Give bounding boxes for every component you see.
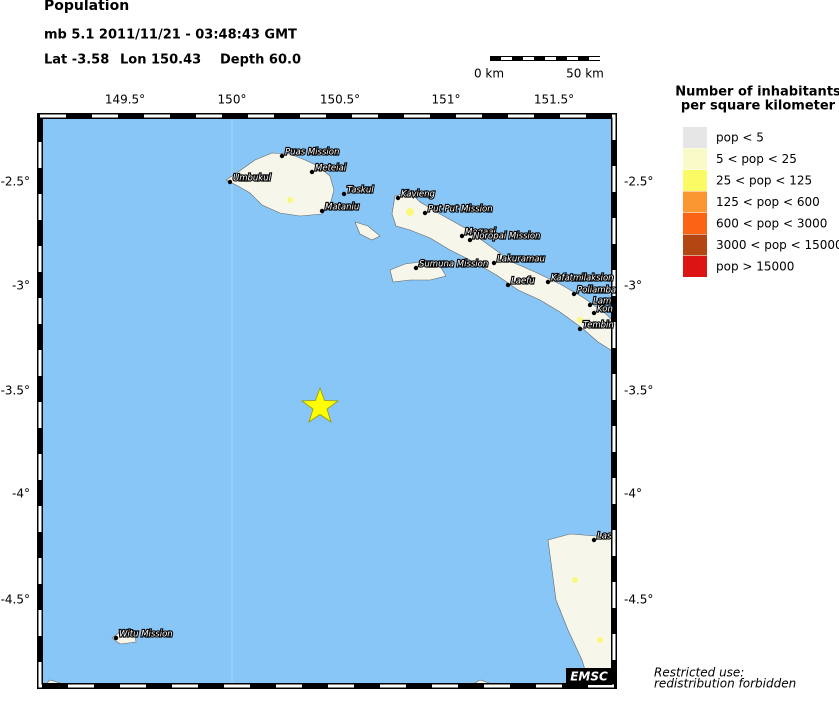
town-label: Put Put Mission <box>428 205 493 215</box>
town-marker <box>491 260 497 266</box>
town-label: Lakuramau <box>497 255 545 265</box>
lon-tick-label: 150° <box>218 93 247 107</box>
legend-swatch <box>683 127 707 148</box>
legend-label: 5 < pop < 25 <box>716 152 797 166</box>
lat-tick-label: -4.5° <box>1 593 30 607</box>
title: Population <box>44 0 129 14</box>
legend-swatch <box>683 234 707 256</box>
lat-tick-label: -2.5° <box>1 175 30 189</box>
legend-swatch <box>683 191 707 213</box>
town-marker <box>319 208 325 214</box>
lon-tick-label: 150.5° <box>320 93 360 107</box>
notice: redistribution forbidden <box>654 677 796 691</box>
scale-bar <box>490 56 600 61</box>
town-marker <box>227 179 233 185</box>
town-label: Puas Mission <box>285 148 339 158</box>
town-marker <box>577 326 583 332</box>
legend-label: 3000 < pop < 15000 <box>716 238 839 252</box>
town-label: Taskul <box>347 186 374 196</box>
lat-tick-label: -4° <box>12 487 30 501</box>
town-label: Las <box>597 532 612 542</box>
town-label: Umbukul <box>233 174 272 184</box>
town-label: Witu Mission <box>119 630 173 640</box>
town-marker <box>413 265 419 271</box>
town-label: Laefu <box>511 277 535 287</box>
lat: Lat -3.58 <box>44 53 109 68</box>
town-label: Tembin <box>583 321 614 331</box>
legend-title: Number of inhabitants <box>675 85 839 100</box>
legend-label: pop > 15000 <box>716 260 794 274</box>
lat-tick-label: -3° <box>624 279 642 293</box>
credit: EMSC <box>570 670 608 684</box>
town-label: Mataniu <box>325 203 359 213</box>
lat-tick-label: -2.5° <box>624 175 653 189</box>
land <box>43 152 615 687</box>
town-marker <box>591 537 597 543</box>
town-marker <box>341 191 347 197</box>
lat-tick-label: -3.5° <box>624 384 653 398</box>
lon-tick-label: 151.5° <box>534 93 574 107</box>
scale-end: 50 km <box>566 67 604 81</box>
town-label: Kon <box>597 305 613 315</box>
town-label: Poliamba <box>577 286 616 296</box>
town-label: Lam <box>593 297 611 307</box>
town-marker <box>422 210 428 216</box>
lon-tick-label: 151° <box>432 93 461 107</box>
town-marker <box>113 635 119 641</box>
lon: Lon 150.43 <box>120 53 201 68</box>
depth: Depth 60.0 <box>220 53 301 68</box>
town-marker <box>505 282 511 288</box>
scale-start: 0 km <box>474 67 504 81</box>
legend-label: 125 < pop < 600 <box>716 195 820 209</box>
lat-tick-label: -4° <box>624 487 642 501</box>
lat-tick-label: -4.5° <box>624 593 653 607</box>
town-marker <box>279 153 285 159</box>
town-marker <box>571 291 577 297</box>
town-label: Kavieng <box>401 190 435 200</box>
legend-label: pop < 5 <box>716 131 764 145</box>
legend-swatch <box>683 256 707 277</box>
epicenter <box>300 386 340 423</box>
legend-label: 25 < pop < 125 <box>716 174 812 188</box>
town-marker <box>591 310 597 316</box>
town-label: Sumuna Mission <box>419 260 488 270</box>
town-marker <box>459 233 465 239</box>
event-info: mb 5.1 2011/11/21 - 03:48:43 GMT <box>44 28 297 43</box>
town-label: Noropai Mission <box>473 232 540 242</box>
lat-tick-label: -3° <box>12 279 30 293</box>
town-marker <box>309 169 315 175</box>
notice: Restricted use: <box>654 666 744 680</box>
legend-title: per square kilometer <box>681 99 836 114</box>
town-label: Kafatmilaksion <box>551 274 614 284</box>
lon-tick-label: 149.5° <box>105 93 145 107</box>
town-marker <box>395 195 401 201</box>
legend-swatch <box>683 148 707 170</box>
map <box>37 113 617 689</box>
town-marker <box>467 237 473 243</box>
legend-label: 600 < pop < 3000 <box>716 217 827 231</box>
town-marker <box>587 302 593 308</box>
town-label: Meteiai <box>315 164 347 174</box>
town-marker <box>545 279 551 285</box>
legend-swatch <box>683 213 707 234</box>
lat-tick-label: -3.5° <box>1 384 30 398</box>
legend-swatch <box>683 170 707 191</box>
town-label: Mogaai <box>465 228 496 238</box>
